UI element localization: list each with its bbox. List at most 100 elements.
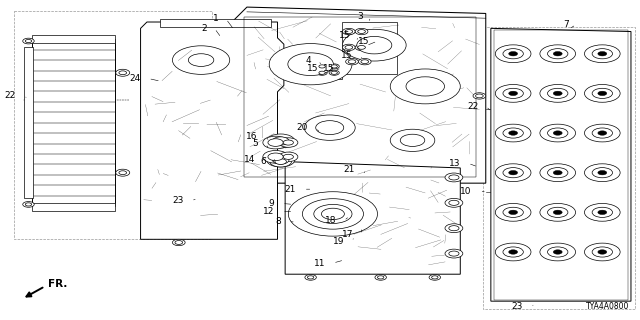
Text: 14: 14 (244, 156, 255, 164)
Circle shape (592, 128, 612, 138)
Text: 20: 20 (297, 123, 308, 132)
Circle shape (584, 45, 620, 63)
Circle shape (598, 52, 607, 56)
Circle shape (592, 207, 612, 217)
Bar (15, 11, 212, 239)
Circle shape (331, 71, 337, 74)
Circle shape (476, 94, 483, 98)
Text: 3: 3 (358, 12, 364, 21)
Text: 10: 10 (460, 187, 472, 196)
Circle shape (598, 131, 607, 135)
Circle shape (321, 208, 344, 220)
Circle shape (172, 46, 230, 74)
Text: 15: 15 (323, 63, 334, 73)
Text: 23: 23 (172, 196, 183, 205)
Text: FR.: FR. (47, 279, 67, 289)
Circle shape (598, 210, 607, 215)
Circle shape (540, 45, 575, 63)
Text: 22: 22 (467, 101, 478, 111)
Text: 17: 17 (342, 230, 354, 239)
Circle shape (263, 136, 289, 149)
Circle shape (268, 153, 284, 161)
Text: TYA4A0800: TYA4A0800 (586, 302, 629, 311)
Text: 6: 6 (260, 157, 266, 166)
Circle shape (473, 93, 486, 99)
Bar (494, 30, 628, 300)
Circle shape (503, 49, 524, 59)
Circle shape (26, 39, 31, 43)
Circle shape (172, 239, 185, 246)
Circle shape (495, 45, 531, 63)
Text: 21: 21 (344, 165, 355, 174)
Circle shape (592, 88, 612, 99)
Circle shape (390, 129, 435, 151)
Text: 21: 21 (285, 185, 296, 194)
Circle shape (509, 52, 518, 56)
Circle shape (495, 164, 531, 181)
Circle shape (548, 88, 568, 99)
Circle shape (509, 210, 518, 215)
Circle shape (273, 156, 289, 164)
Circle shape (329, 70, 339, 75)
Circle shape (540, 164, 575, 181)
Circle shape (284, 140, 293, 145)
Circle shape (548, 247, 568, 257)
Circle shape (317, 70, 327, 75)
Polygon shape (491, 28, 631, 301)
Circle shape (348, 60, 356, 64)
Circle shape (509, 250, 518, 254)
Bar (31, 203, 115, 211)
Circle shape (270, 156, 291, 167)
Text: 4: 4 (306, 56, 311, 65)
Circle shape (304, 115, 355, 140)
Circle shape (329, 64, 339, 69)
Circle shape (431, 276, 438, 279)
Circle shape (548, 207, 568, 217)
Circle shape (495, 84, 531, 102)
Text: 1: 1 (212, 14, 218, 23)
Circle shape (346, 59, 358, 65)
Circle shape (302, 199, 364, 229)
Bar (159, 19, 271, 27)
Circle shape (263, 150, 289, 163)
Circle shape (509, 171, 518, 175)
Circle shape (188, 54, 214, 67)
Text: 5: 5 (252, 139, 258, 148)
Circle shape (355, 28, 368, 35)
Circle shape (540, 84, 575, 102)
Circle shape (584, 243, 620, 261)
Circle shape (584, 164, 620, 181)
Circle shape (289, 192, 378, 236)
Circle shape (445, 224, 463, 233)
Circle shape (23, 202, 34, 207)
Circle shape (503, 88, 524, 99)
Circle shape (553, 52, 562, 56)
Circle shape (553, 171, 562, 175)
Circle shape (267, 153, 294, 167)
Circle shape (342, 44, 355, 51)
Circle shape (509, 131, 518, 135)
Circle shape (317, 64, 327, 69)
Bar (314, 62, 342, 79)
Circle shape (592, 49, 612, 59)
Bar (24, 47, 33, 198)
Circle shape (355, 44, 368, 51)
Text: 8: 8 (275, 217, 281, 226)
Circle shape (598, 250, 607, 254)
Text: 19: 19 (333, 237, 344, 246)
Circle shape (445, 173, 463, 182)
Circle shape (548, 49, 568, 59)
Circle shape (316, 121, 344, 135)
Text: 12: 12 (263, 207, 275, 216)
Text: 16: 16 (246, 132, 258, 141)
Circle shape (503, 168, 524, 178)
Bar (31, 35, 115, 43)
Circle shape (269, 44, 352, 85)
Circle shape (584, 84, 620, 102)
Circle shape (598, 91, 607, 96)
Text: 15: 15 (358, 36, 370, 45)
Circle shape (503, 247, 524, 257)
Text: 22: 22 (4, 91, 16, 100)
Text: 15: 15 (307, 63, 318, 73)
Circle shape (429, 275, 440, 280)
